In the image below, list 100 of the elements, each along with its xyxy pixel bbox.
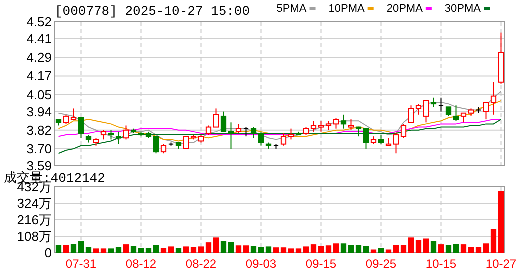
bar	[318, 246, 324, 254]
y-tick-label: 4.05	[26, 87, 52, 102]
bar	[100, 248, 107, 254]
candlestick	[318, 120, 324, 132]
bar	[236, 246, 242, 254]
candlestick	[408, 105, 414, 124]
chart-title: [000778] 2025-10-27 15:00	[55, 4, 250, 19]
legend-label: 5PMA	[276, 3, 308, 15]
bar	[160, 248, 167, 254]
bar	[416, 240, 422, 254]
candlestick	[416, 104, 422, 116]
bar	[468, 247, 474, 254]
bar	[430, 242, 437, 254]
bar	[86, 247, 92, 254]
candlestick	[116, 131, 122, 145]
bar	[446, 245, 452, 254]
candlestick	[333, 118, 340, 130]
candlestick	[153, 136, 160, 154]
candlestick	[280, 132, 287, 146]
x-tick-label: 10-27	[486, 257, 517, 271]
candlestick	[340, 114, 347, 130]
bar	[310, 244, 317, 254]
bar	[408, 238, 414, 254]
bar	[296, 248, 302, 254]
bar	[326, 246, 332, 254]
y-tick-label: 3.70	[26, 141, 52, 156]
bar	[483, 244, 490, 254]
candlestick	[70, 108, 77, 120]
bar	[243, 246, 250, 254]
candlestick	[183, 136, 190, 150]
candlestick	[453, 105, 460, 122]
bar	[280, 248, 287, 254]
y-tick-label: 324万	[17, 196, 52, 211]
bar	[190, 247, 197, 254]
x-tick-label: 08-12	[126, 257, 157, 271]
bar	[460, 244, 467, 254]
bar	[363, 246, 370, 254]
bar	[273, 248, 280, 254]
candlestick	[378, 134, 384, 145]
y-tick-label: 4.29	[26, 50, 52, 66]
bar	[206, 242, 212, 254]
bar	[378, 248, 384, 254]
bar	[198, 246, 204, 254]
y-tick-label: 216万	[17, 212, 52, 228]
legend-label: 20PMA	[386, 3, 424, 15]
candlestick	[460, 112, 467, 124]
bar	[266, 246, 272, 254]
candlestick	[78, 118, 84, 139]
candlestick	[310, 120, 317, 132]
bar	[423, 238, 430, 254]
candlestick	[100, 130, 107, 140]
candlestick	[123, 125, 130, 140]
x-tick-label: 09-15	[306, 257, 337, 271]
candlestick	[288, 128, 294, 140]
x-tick-label: 10-15	[426, 257, 457, 271]
bar	[453, 244, 460, 254]
bar	[146, 248, 152, 254]
candlestick	[243, 126, 250, 138]
bar	[476, 247, 482, 254]
bar	[183, 246, 190, 254]
candlestick	[220, 111, 227, 132]
bar	[153, 245, 160, 254]
legend-label: 10PMA	[328, 3, 366, 15]
candlestick	[236, 124, 242, 134]
x-tick-label: 08-22	[186, 257, 217, 271]
bar	[130, 246, 137, 254]
bar	[168, 246, 174, 254]
candlestick	[446, 106, 452, 117]
bar	[213, 238, 220, 254]
bar	[93, 248, 100, 254]
candlestick	[348, 119, 354, 131]
x-tick-label: 07-31	[66, 257, 97, 271]
bar	[490, 229, 497, 254]
legend-label: 30PMA	[444, 3, 482, 15]
candlestick	[160, 144, 167, 154]
bar	[108, 248, 114, 254]
candlestick	[250, 126, 257, 139]
candlestick	[206, 125, 212, 136]
candlestick	[228, 122, 234, 150]
y-tick-label: 3.82	[26, 122, 52, 138]
bar	[258, 247, 264, 254]
candlestick	[423, 100, 430, 124]
candlestick	[326, 120, 332, 131]
y-tick-label: 4.17	[26, 68, 52, 84]
bar	[348, 245, 354, 254]
y-tick-label: 108万	[17, 229, 52, 244]
bar	[70, 244, 77, 254]
bar	[400, 245, 407, 254]
candlestick	[213, 108, 220, 128]
bar	[438, 244, 444, 254]
bar	[116, 247, 122, 254]
bar	[340, 244, 347, 254]
candlestick	[438, 97, 444, 112]
x-tick-label: 09-03	[246, 257, 277, 271]
bar	[123, 244, 130, 254]
bar	[220, 242, 227, 254]
candlestick	[108, 130, 114, 140]
candlestick	[363, 128, 370, 150]
bar	[78, 242, 84, 254]
bar	[228, 242, 234, 254]
